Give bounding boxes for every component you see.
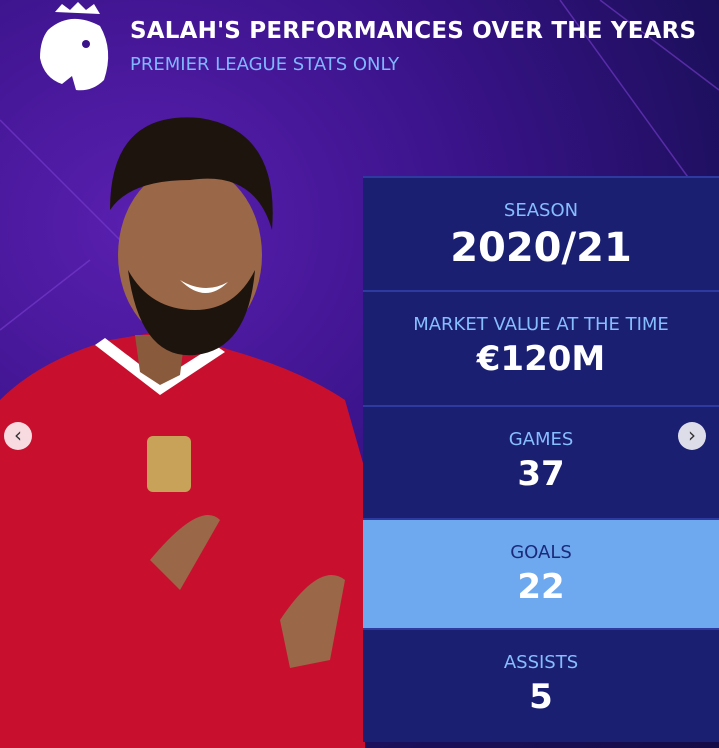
stat-value: 5 xyxy=(529,677,553,717)
stat-label: GOALS xyxy=(510,542,572,563)
prev-button[interactable]: ‹ xyxy=(4,422,32,450)
title: SALAH'S PERFORMANCES OVER THE YEARS xyxy=(130,18,697,44)
stat-panel: SEASON 2020/21 xyxy=(363,176,719,290)
stat-value: €120M xyxy=(476,339,606,379)
subtitle: PREMIER LEAGUE STATS ONLY xyxy=(130,54,400,75)
stat-value: 2020/21 xyxy=(450,225,632,271)
logo xyxy=(40,2,109,91)
next-button[interactable]: › xyxy=(678,422,706,450)
stat-label: ASSISTS xyxy=(503,652,579,673)
stat-panel: MARKET VALUE AT THE TIME €120M xyxy=(363,290,719,405)
stat-value: 22 xyxy=(517,567,565,607)
stat-label: GAMES xyxy=(508,429,574,450)
stat-panel: GOALS 22 xyxy=(363,518,719,628)
stat-label: MARKET VALUE AT THE TIME xyxy=(413,314,669,335)
stat-panel: GAMES 37 xyxy=(363,405,719,518)
player-photo xyxy=(0,117,365,748)
stat-panel: ASSISTS 5 xyxy=(363,628,719,742)
stat-label: SEASON xyxy=(503,200,579,221)
stat-value: 37 xyxy=(517,454,565,494)
